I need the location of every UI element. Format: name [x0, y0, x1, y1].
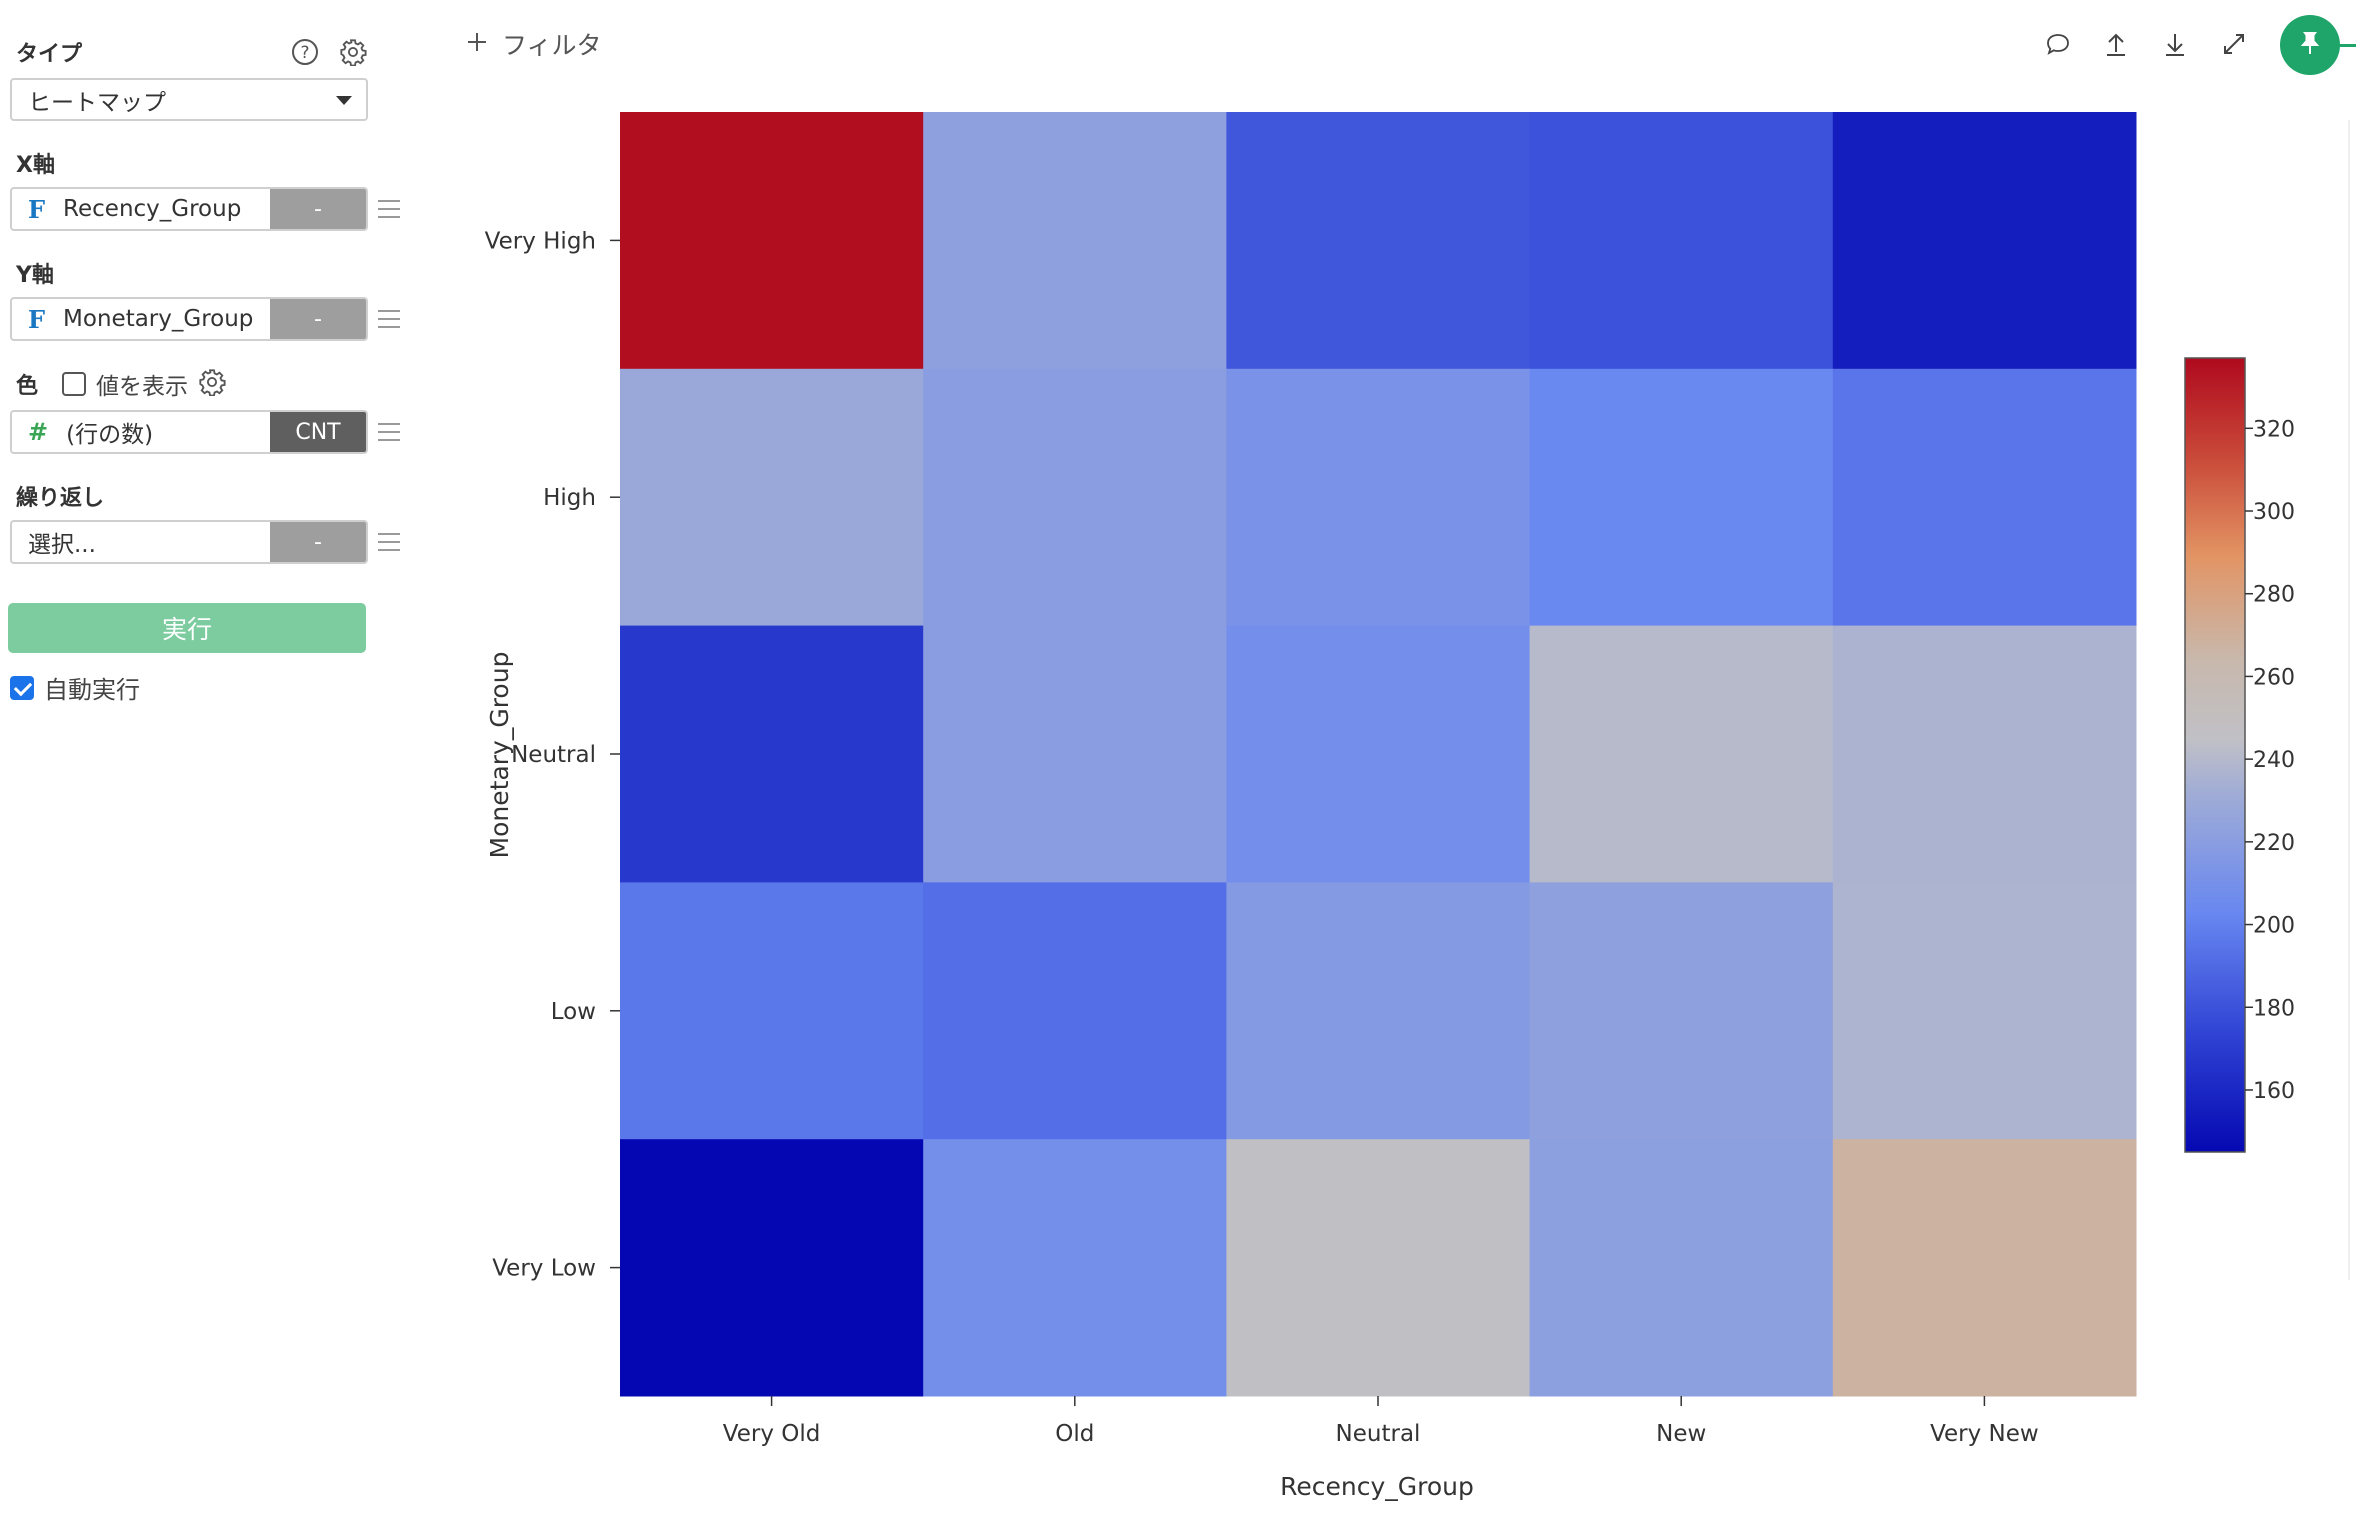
y-tick-label: Low	[551, 999, 596, 1025]
heatmap-cell[interactable]	[1529, 625, 1834, 883]
auto-run-row: 自動実行	[10, 670, 140, 705]
heatmap-cell[interactable]	[923, 368, 1227, 627]
x-axis-aggregation[interactable]: -	[270, 189, 366, 229]
colorbar-tick-label: 280	[2253, 583, 2295, 608]
repeat-aggregation[interactable]: -	[270, 522, 366, 562]
colorbar-tick-label: 320	[2253, 417, 2295, 442]
download-icon[interactable]	[2155, 24, 2195, 64]
pin-icon	[2296, 29, 2324, 61]
repeat-label: 繰り返し	[16, 486, 105, 511]
heatmap-cell[interactable]	[923, 1139, 1227, 1397]
pin-button[interactable]	[2280, 15, 2340, 75]
sidebar: タイプ ? ヒートマップ X軸 F Recency_Group - Y軸 F M…	[0, 0, 410, 1518]
y-tick-label: Neutral	[511, 742, 596, 768]
heatmap-cell[interactable]	[923, 625, 1227, 883]
factor-type-icon: F	[28, 304, 46, 334]
y-axis-field[interactable]: F Monetary_Group -	[10, 297, 368, 341]
y-axis-title: Monetary_Group	[485, 652, 514, 859]
color-aggregation[interactable]: CNT	[270, 412, 366, 452]
colorbar-tick-label: 240	[2253, 748, 2295, 773]
heatmap-cell[interactable]	[1832, 882, 2137, 1140]
show-values-checkbox[interactable]	[62, 372, 87, 396]
heatmap-cell[interactable]	[1226, 882, 1531, 1140]
x-tick-label: New	[1656, 1421, 1706, 1447]
colorbar-tick-label: 300	[2253, 500, 2295, 525]
x-axis-field-name: Recency_Group	[63, 196, 242, 222]
filter-label: フィルタ	[502, 31, 602, 60]
heatmap-cell[interactable]	[620, 1139, 924, 1397]
color-field-name: (行の数)	[66, 422, 154, 448]
y-tick-label: Very Low	[492, 1256, 596, 1282]
plus-icon	[466, 30, 488, 59]
add-filter-button[interactable]: フィルタ	[466, 26, 602, 62]
expand-icon[interactable]	[2214, 24, 2254, 64]
colorbar	[2184, 357, 2246, 1153]
repeat-field[interactable]: 選択... -	[10, 520, 368, 564]
colorbar-tick-label: 160	[2253, 1079, 2295, 1104]
drag-handle-icon[interactable]	[378, 310, 400, 328]
show-values-label: 値を表示	[96, 374, 189, 400]
comment-icon[interactable]	[2038, 24, 2078, 64]
question-circle-icon[interactable]: ?	[288, 35, 322, 69]
heatmap-cell[interactable]	[923, 112, 1227, 370]
heatmap-cell[interactable]	[620, 368, 924, 627]
panel-edge	[2348, 120, 2350, 1280]
color-label: 色	[16, 374, 39, 399]
chart-type-select[interactable]: ヒートマップ	[10, 78, 368, 121]
auto-run-label: 自動実行	[44, 676, 140, 704]
auto-run-checkbox[interactable]	[10, 675, 34, 700]
run-button[interactable]: 実行	[8, 603, 366, 653]
heatmap-cell[interactable]	[1529, 368, 1834, 627]
y-axis-label: Y軸	[16, 263, 54, 288]
heatmap-cell[interactable]	[1832, 1139, 2137, 1397]
y-axis-field-name: Monetary_Group	[63, 306, 254, 332]
heatmap-cell[interactable]	[1226, 1139, 1531, 1397]
x-axis-label: X軸	[16, 153, 55, 178]
chevron-down-icon	[336, 96, 352, 105]
x-axis-field[interactable]: F Recency_Group -	[10, 187, 368, 231]
y-tick-label: High	[543, 485, 596, 511]
chart-type-value: ヒートマップ	[28, 89, 166, 116]
heatmap-cell[interactable]	[620, 882, 924, 1140]
heatmap-cell[interactable]	[1529, 112, 1834, 370]
x-tick-label: Very New	[1930, 1421, 2039, 1447]
colorbar-tick-label: 180	[2253, 996, 2295, 1021]
heatmap-cell[interactable]	[1226, 112, 1531, 370]
heatmap-cell[interactable]	[1529, 882, 1834, 1140]
factor-type-icon: F	[28, 194, 46, 224]
heatmap-cell[interactable]	[923, 882, 1227, 1140]
heatmap-cell[interactable]	[1226, 368, 1531, 627]
drag-handle-icon[interactable]	[378, 533, 400, 551]
heatmap-cell[interactable]	[1529, 1139, 1834, 1397]
repeat-placeholder: 選択...	[28, 532, 96, 558]
drag-handle-icon[interactable]	[378, 200, 400, 218]
x-tick-label: Old	[1055, 1421, 1094, 1447]
pin-connector	[2336, 44, 2356, 47]
color-field[interactable]: # (行の数) CNT	[10, 410, 368, 454]
heatmap-cell[interactable]	[1226, 625, 1531, 883]
numeric-type-icon: #	[28, 418, 49, 446]
type-label: タイプ	[16, 42, 83, 67]
color-row: 色 値を表示	[16, 367, 226, 401]
gear-icon[interactable]	[198, 368, 226, 400]
drag-handle-icon[interactable]	[378, 423, 400, 441]
heatmap-cell[interactable]	[620, 112, 924, 370]
colorbar-tick-label: 260	[2253, 665, 2295, 690]
x-tick-label: Very Old	[723, 1421, 821, 1447]
heatmap-cell[interactable]	[1832, 112, 2137, 370]
svg-text:?: ?	[300, 43, 309, 63]
x-tick-label: Neutral	[1336, 1421, 1421, 1447]
upload-icon[interactable]	[2096, 24, 2136, 64]
heatmap-cell[interactable]	[1832, 625, 2137, 883]
y-axis-aggregation[interactable]: -	[270, 299, 366, 339]
y-tick-label: Very High	[485, 228, 596, 254]
heatmap-cell[interactable]	[1832, 368, 2137, 627]
gear-icon[interactable]	[336, 35, 370, 69]
colorbar-tick-label: 220	[2253, 831, 2295, 856]
heatmap-cell[interactable]	[620, 625, 924, 883]
colorbar-tick-label: 200	[2253, 914, 2295, 939]
x-axis-title: Recency_Group	[1280, 1472, 1474, 1501]
